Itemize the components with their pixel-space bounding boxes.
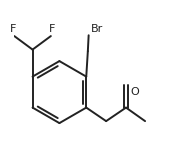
Text: F: F xyxy=(10,24,16,34)
Text: O: O xyxy=(130,87,139,97)
Text: F: F xyxy=(49,24,55,34)
Text: Br: Br xyxy=(91,24,103,34)
